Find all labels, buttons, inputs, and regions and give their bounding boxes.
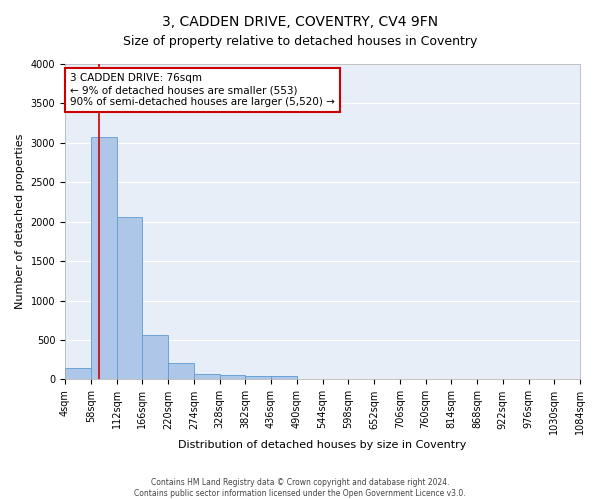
Bar <box>65 368 91 380</box>
Text: 3, CADDEN DRIVE, COVENTRY, CV4 9FN: 3, CADDEN DRIVE, COVENTRY, CV4 9FN <box>162 15 438 29</box>
Bar <box>142 336 168 380</box>
Text: 3 CADDEN DRIVE: 76sqm
← 9% of detached houses are smaller (553)
90% of semi-deta: 3 CADDEN DRIVE: 76sqm ← 9% of detached h… <box>70 74 335 106</box>
Bar <box>116 217 142 380</box>
Bar <box>271 376 297 380</box>
Bar <box>245 376 271 380</box>
Text: Size of property relative to detached houses in Coventry: Size of property relative to detached ho… <box>123 35 477 48</box>
Bar <box>168 362 194 380</box>
Bar <box>220 375 245 380</box>
Y-axis label: Number of detached properties: Number of detached properties <box>15 134 25 310</box>
Bar <box>91 136 116 380</box>
Text: Contains HM Land Registry data © Crown copyright and database right 2024.
Contai: Contains HM Land Registry data © Crown c… <box>134 478 466 498</box>
X-axis label: Distribution of detached houses by size in Coventry: Distribution of detached houses by size … <box>178 440 467 450</box>
Bar <box>194 374 220 380</box>
